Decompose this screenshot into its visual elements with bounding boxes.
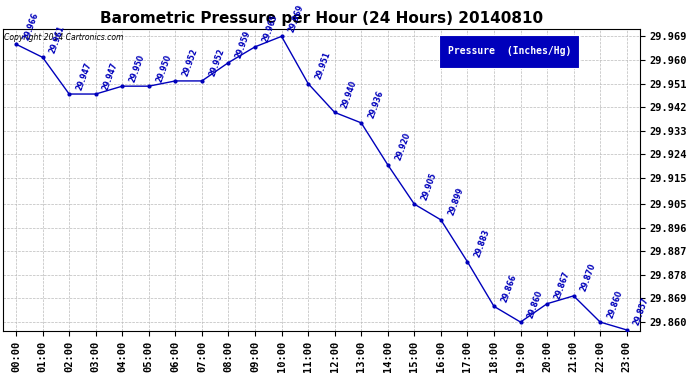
Text: 29.947: 29.947	[101, 61, 120, 91]
Text: 29.947: 29.947	[75, 61, 93, 91]
Text: Copyright 2014 Cartronics.com: Copyright 2014 Cartronics.com	[4, 33, 124, 42]
Text: 29.961: 29.961	[48, 24, 66, 54]
Text: 29.905: 29.905	[420, 171, 438, 201]
Text: 29.950: 29.950	[128, 53, 146, 83]
Title: Barometric Pressure per Hour (24 Hours) 20140810: Barometric Pressure per Hour (24 Hours) …	[100, 11, 543, 26]
Text: 29.936: 29.936	[367, 90, 385, 120]
Text: 29.899: 29.899	[446, 186, 465, 217]
Text: 29.866: 29.866	[500, 273, 518, 304]
Text: 29.857: 29.857	[632, 297, 651, 327]
Text: 29.951: 29.951	[314, 51, 332, 81]
Text: 29.860: 29.860	[606, 289, 624, 319]
Text: 29.969: 29.969	[287, 3, 306, 34]
Text: 29.952: 29.952	[181, 48, 199, 78]
Text: 29.952: 29.952	[208, 48, 226, 78]
Text: 29.950: 29.950	[155, 53, 172, 83]
Text: 29.965: 29.965	[261, 14, 279, 44]
Text: 29.867: 29.867	[553, 270, 571, 301]
Text: 29.959: 29.959	[234, 30, 253, 60]
Text: 29.860: 29.860	[526, 289, 544, 319]
Text: 29.883: 29.883	[473, 228, 491, 259]
Text: 29.940: 29.940	[340, 79, 359, 110]
Text: 29.920: 29.920	[393, 132, 412, 162]
Text: 29.966: 29.966	[21, 11, 40, 42]
Text: 29.870: 29.870	[579, 262, 598, 293]
